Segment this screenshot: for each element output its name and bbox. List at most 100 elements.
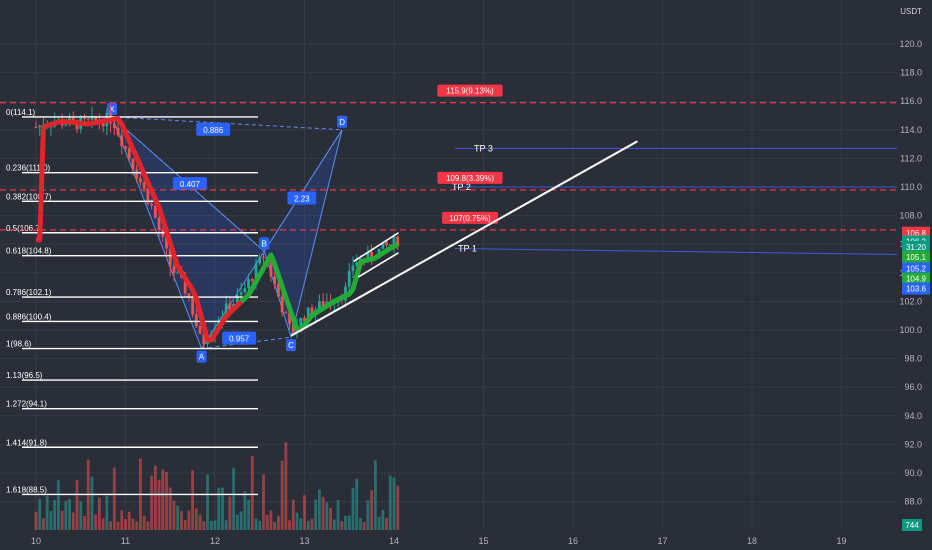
volume-bar [347,515,351,530]
x-tick-label: 11 [121,536,130,546]
tp-label: TP 3 [474,143,493,153]
volume-bar [146,521,150,530]
candle-body [176,272,180,274]
price-badge-label: 105.2 [906,265,927,274]
candle-body [135,169,139,179]
volume-bar [284,442,288,530]
volume-bar [116,521,120,530]
pattern-point-label: X [109,105,115,114]
volume-bar [49,510,53,530]
volume-bar [213,520,217,530]
volume-bar [198,514,202,530]
price-axis[interactable]: USDT 120.0 118.0 116.0 114.0 112.0 110.0 108.0 1… [899,7,930,531]
volume-bar [232,467,236,530]
tp-line [454,247,898,255]
candle-body [381,242,385,249]
volume-bar [217,487,221,530]
candle-body [198,326,202,334]
volume-bar [295,512,299,530]
volume-bar [239,511,243,530]
volume-bar [45,496,49,530]
volume-bar [306,520,310,530]
x-tick-label: 15 [478,536,488,546]
pattern-point-label: A [199,353,205,362]
ma-ribbon-down [36,116,243,343]
candle-body [280,296,284,313]
volume-bar [254,518,258,530]
candle-body [355,262,359,266]
candle-body [86,119,90,121]
volume-bar [94,514,98,530]
candle-body [228,303,232,311]
volume-bar [206,474,209,530]
volume-bar [221,487,224,530]
ratio-label: 0.407 [180,180,201,189]
volume-bar [101,518,105,530]
candle-body [288,313,291,325]
ma-ribbon-up [239,242,399,333]
candle-body [150,203,154,206]
volume-bar [332,519,336,530]
candle-body [194,314,198,327]
candle-body [94,116,98,121]
y-tick-label: 112.0 [900,153,922,163]
volume-bar [56,480,60,530]
volume-bar [370,490,374,530]
pattern-point-badge [107,102,118,115]
volume-bar [90,476,94,530]
fib-label: 0.5(106.7) [6,224,43,233]
volume-bar [385,517,388,530]
pattern-point-badge [259,237,270,250]
volume-bar [150,475,154,530]
candle-body [258,257,262,264]
price-badge-label: 103.6 [906,285,927,294]
volume-bar [235,514,239,530]
pattern-point-label: C [288,341,294,350]
volume-bar [262,474,265,530]
candle-body [131,158,135,170]
candle-body [153,205,157,218]
y-tick-label: 94.0 [904,411,922,421]
volume-bar [109,521,112,530]
volume-bar [112,467,116,530]
candle-body [318,301,321,310]
candle-body [127,148,131,159]
price-badge [902,282,930,295]
volume-bar [258,520,262,530]
candle-body [172,266,176,274]
volume-bar [79,501,83,530]
volume-bar [359,518,362,530]
volume-bar [336,499,340,530]
y-tick-label: 108.0 [899,211,922,221]
ratio-badge [222,331,257,345]
target-lines: TP 1 TP 2 TP 3 115.9(9.13%) 109.8(3.39%) 107(… [0,84,898,255]
volume-bar [83,516,86,530]
volume-bar [329,508,333,530]
candle-body [191,296,195,315]
y-tick-label: 118.0 [900,68,922,78]
volume-bar [97,497,101,530]
y-tick-label: 98.0 [904,354,922,364]
price-badge [902,251,930,264]
ratio-label: 0.886 [203,126,224,135]
flag-badge [437,171,503,184]
x-tick-label: 18 [747,536,757,546]
candle-body [254,263,258,281]
volume-bar [325,502,329,530]
flag-label: 109.8(3.39%) [446,174,494,183]
candle-body [396,236,400,247]
candle-body [202,333,206,344]
candle-body [250,279,254,281]
candle-body [385,242,388,246]
volume-bar [373,460,377,530]
ratio-badge [196,122,231,136]
y-tick-label: 100.0 [899,325,922,335]
volume-bar [377,516,381,530]
fib-label: 1(98.6) [6,340,32,349]
volume-bar [243,491,247,530]
y-tick-label: 90.0 [904,468,922,478]
flag-badge [437,84,503,97]
candle-body [112,123,116,128]
time-axis[interactable]: 10 11 12 13 14 15 16 17 18 19 [31,536,847,546]
